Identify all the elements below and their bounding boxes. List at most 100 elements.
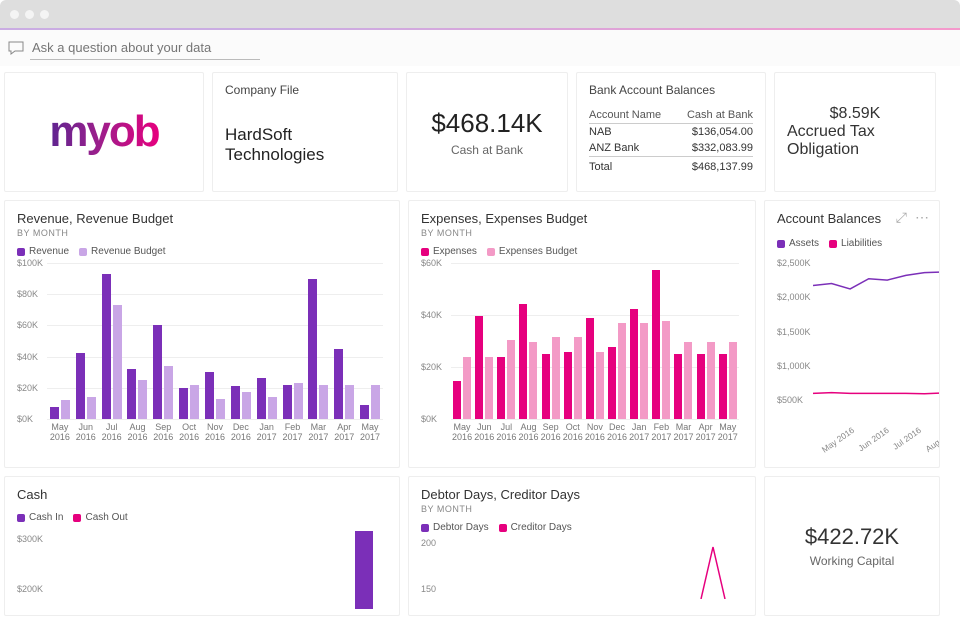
- x-label: Nov2016: [205, 423, 225, 443]
- legend-item[interactable]: Expenses: [421, 246, 477, 257]
- legend-item[interactable]: Assets: [777, 238, 819, 249]
- legend-item[interactable]: Creditor Days: [499, 522, 572, 533]
- x-label: Dec2016: [231, 423, 251, 443]
- bar: [674, 354, 682, 419]
- bar-cluster: [586, 318, 604, 419]
- bar-cluster: [153, 325, 173, 419]
- col-cash-at-bank: Cash at Bank: [675, 107, 753, 124]
- more-icon[interactable]: ⋯: [915, 209, 929, 226]
- cash-legend: Cash In Cash Out: [17, 512, 387, 523]
- window-chrome: [0, 0, 960, 28]
- wc-value: $422.72K: [805, 524, 899, 550]
- y-label: $2,000K: [777, 292, 811, 302]
- bar: [652, 270, 660, 419]
- debtor-sub: BY MONTH: [421, 504, 743, 514]
- bar: [216, 399, 225, 419]
- row-kpis: myob Company File HardSoft Technologies …: [4, 72, 956, 192]
- col-account-name: Account Name: [589, 107, 675, 124]
- x-label: Jun2016: [76, 423, 96, 443]
- line-svg: [813, 255, 940, 411]
- y-label: 200: [421, 538, 436, 548]
- debtor-line: [451, 539, 741, 599]
- y-label: 150: [421, 584, 436, 594]
- x-label: Aug2016: [127, 423, 147, 443]
- bar: [257, 378, 266, 419]
- bar: [463, 357, 471, 419]
- y-label: $20K: [421, 362, 442, 372]
- window-dot[interactable]: [40, 10, 49, 19]
- bar: [283, 385, 292, 419]
- x-label: Jun 2016: [857, 425, 891, 453]
- bar: [475, 316, 483, 419]
- legend-item[interactable]: Revenue Budget: [79, 246, 166, 257]
- window-dot[interactable]: [10, 10, 19, 19]
- bar: [360, 405, 369, 419]
- y-label: $0K: [17, 414, 33, 424]
- y-label: $1,500K: [777, 327, 811, 337]
- x-label: Apr2017: [696, 423, 716, 443]
- x-label: May 2016: [820, 425, 856, 455]
- cash-title: Cash: [17, 487, 387, 502]
- company-file-label: Company File: [225, 83, 385, 97]
- legend-item[interactable]: Liabilities: [829, 238, 882, 249]
- bar-cluster: [608, 323, 626, 419]
- y-label: $200K: [17, 584, 43, 594]
- y-label: $2,500K: [777, 258, 811, 268]
- bar: [102, 274, 111, 419]
- bar: [662, 321, 670, 419]
- legend-item[interactable]: Revenue: [17, 246, 69, 257]
- bar: [586, 318, 594, 419]
- legend-item[interactable]: Cash In: [17, 512, 63, 523]
- bar: [87, 397, 96, 419]
- row-charts: Revenue, Revenue Budget BY MONTH Revenue…: [4, 200, 956, 468]
- focus-icon[interactable]: ⤢: [896, 209, 907, 226]
- bar: [179, 388, 188, 419]
- bar: [552, 337, 560, 419]
- balances-chart-card[interactable]: ⤢ ⋯ Account Balances AssetsLiabilities $…: [764, 200, 940, 468]
- x-label: Sep2016: [541, 423, 561, 443]
- x-label: Aug2016: [518, 423, 538, 443]
- x-label: Apr2017: [334, 423, 354, 443]
- debtor-legend: Debtor Days Creditor Days: [421, 522, 743, 533]
- bar-cluster: [630, 309, 648, 419]
- y-label: $500K: [777, 395, 803, 405]
- expenses-chart-card[interactable]: Expenses, Expenses Budget BY MONTH Expen…: [408, 200, 756, 468]
- bar: [453, 381, 461, 419]
- legend-item[interactable]: Cash Out: [73, 512, 127, 523]
- x-label: May2016: [452, 423, 472, 443]
- debtor-chart-card[interactable]: Debtor Days, Creditor Days BY MONTH Debt…: [408, 476, 756, 616]
- x-label: Mar2017: [673, 423, 693, 443]
- qa-bar: [0, 30, 960, 66]
- bar-cluster: [475, 316, 493, 419]
- cash-chart-card[interactable]: Cash Cash InCash Out $300K $200K: [4, 476, 400, 616]
- bar: [497, 357, 505, 419]
- x-label: Jul 2016: [891, 425, 923, 452]
- card-actions: ⤢ ⋯: [896, 209, 929, 226]
- legend-item[interactable]: Debtor Days: [421, 522, 489, 533]
- revenue-chart-card[interactable]: Revenue, Revenue Budget BY MONTH Revenue…: [4, 200, 400, 468]
- qa-input[interactable]: [30, 36, 260, 60]
- x-label: Jan2017: [629, 423, 649, 443]
- bar-cluster: [76, 353, 96, 419]
- bar: [371, 385, 380, 419]
- tax-obligation-card: $8.59K Accrued Tax Obligation: [774, 72, 936, 192]
- bar: [205, 372, 214, 419]
- bar-cluster: [564, 337, 582, 419]
- bar: [61, 400, 70, 419]
- legend-item[interactable]: Expenses Budget: [487, 246, 577, 257]
- table-row: NAB$136,054.00: [589, 124, 753, 141]
- bar: [308, 279, 317, 419]
- x-label: May2017: [718, 423, 738, 443]
- bar: [729, 342, 737, 419]
- working-capital-card: $422.72K Working Capital: [764, 476, 940, 616]
- bar: [164, 366, 173, 419]
- bar: [138, 380, 147, 419]
- bar-cluster: [453, 357, 471, 419]
- window-dot[interactable]: [25, 10, 34, 19]
- bar-cluster: [674, 342, 692, 419]
- company-name: HardSoft Technologies: [225, 125, 385, 165]
- y-label: $20K: [17, 383, 38, 393]
- table-row: ANZ Bank$332,083.99: [589, 140, 753, 157]
- x-label: Jul2016: [102, 423, 122, 443]
- revenue-legend: Revenue Revenue Budget: [17, 246, 387, 257]
